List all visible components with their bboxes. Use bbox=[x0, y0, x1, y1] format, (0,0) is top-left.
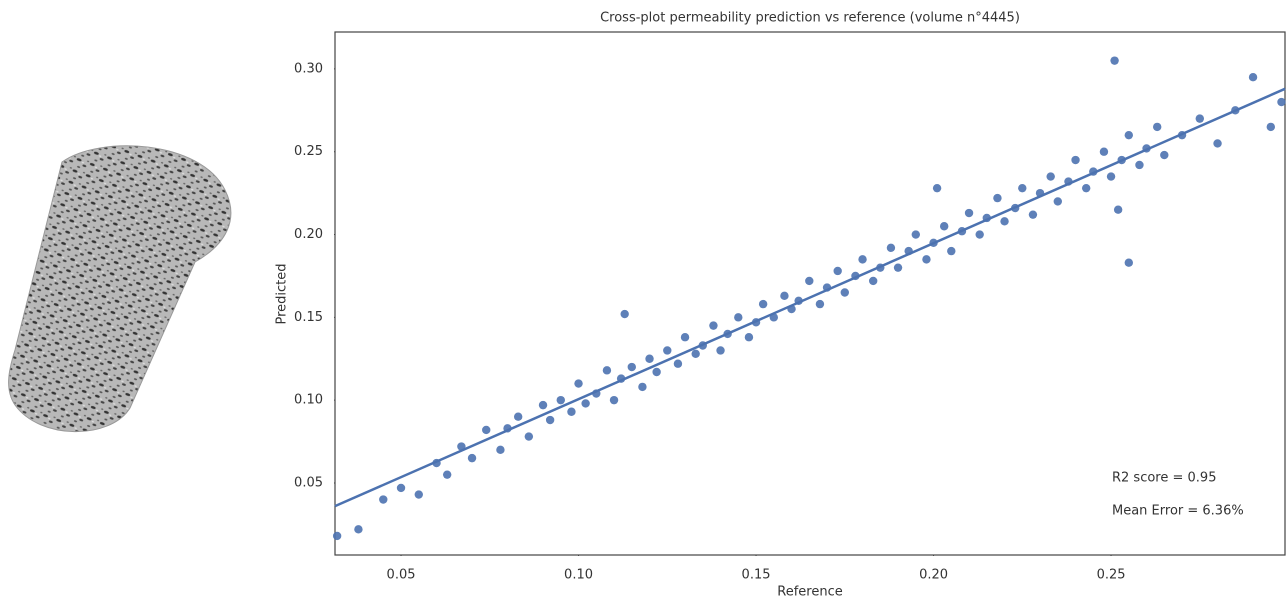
data-point bbox=[858, 255, 867, 264]
data-point bbox=[868, 276, 878, 286]
annotation: R2 score = 0.95 bbox=[1112, 471, 1216, 486]
data-point bbox=[545, 415, 555, 425]
data-point bbox=[886, 243, 896, 252]
data-point bbox=[911, 230, 920, 239]
data-point bbox=[1113, 205, 1123, 214]
data-point bbox=[1018, 183, 1027, 193]
data-point bbox=[379, 495, 388, 504]
data-point bbox=[1213, 139, 1222, 148]
data-point bbox=[964, 208, 974, 218]
data-point bbox=[627, 362, 636, 372]
data-point bbox=[1106, 172, 1116, 181]
data-point bbox=[567, 407, 576, 416]
data-point bbox=[602, 366, 612, 375]
data-point bbox=[620, 309, 629, 319]
data-point bbox=[1000, 217, 1009, 226]
chart-title: Cross-plot permeability prediction vs re… bbox=[600, 11, 1020, 26]
data-point bbox=[939, 222, 949, 231]
data-point bbox=[840, 288, 849, 297]
data-point bbox=[893, 263, 903, 272]
data-point bbox=[482, 425, 491, 435]
data-point bbox=[993, 193, 1002, 203]
plot-frame bbox=[334, 31, 1286, 556]
y-tick-label: 0.05 bbox=[294, 475, 323, 490]
data-point bbox=[1110, 56, 1119, 65]
y-axis-label: Predicted bbox=[275, 263, 290, 324]
y-tick-label: 0.20 bbox=[294, 227, 323, 242]
data-point bbox=[332, 531, 342, 541]
data-point bbox=[524, 432, 534, 441]
y-tick-label: 0.10 bbox=[294, 393, 323, 408]
y-tick-label: 0.30 bbox=[294, 61, 323, 76]
data-point bbox=[691, 349, 700, 358]
y-tick-label: 0.15 bbox=[294, 310, 323, 325]
data-point bbox=[1053, 197, 1062, 206]
data-point bbox=[1152, 122, 1162, 132]
data-point bbox=[975, 230, 984, 239]
data-point bbox=[716, 346, 725, 355]
y-tick-label: 0.25 bbox=[294, 144, 323, 159]
data-point bbox=[538, 400, 548, 410]
data-point bbox=[574, 379, 583, 388]
data-point bbox=[1266, 122, 1275, 132]
x-axis-label: Reference bbox=[777, 585, 842, 600]
data-point bbox=[663, 346, 672, 355]
data-point bbox=[442, 470, 452, 479]
x-tick-label: 0.05 bbox=[387, 568, 416, 583]
data-point bbox=[1046, 172, 1055, 181]
data-point bbox=[581, 399, 590, 408]
data-point bbox=[815, 299, 825, 309]
data-point bbox=[414, 490, 423, 499]
data-point bbox=[1081, 183, 1091, 193]
x-tick-label: 0.20 bbox=[919, 568, 948, 583]
data-point bbox=[645, 354, 654, 363]
data-point bbox=[396, 483, 406, 493]
data-point bbox=[680, 333, 690, 342]
data-point bbox=[638, 382, 647, 392]
data-point bbox=[947, 246, 956, 256]
data-point bbox=[1071, 155, 1080, 165]
data-point bbox=[1195, 114, 1204, 123]
x-tick-label: 0.25 bbox=[1097, 568, 1126, 583]
data-point bbox=[1028, 210, 1038, 219]
data-point bbox=[780, 291, 789, 301]
data-point bbox=[513, 412, 523, 421]
data-point bbox=[1099, 147, 1109, 156]
data-point bbox=[744, 333, 754, 342]
data-point bbox=[556, 395, 565, 405]
fit-line bbox=[334, 87, 1286, 508]
annotation: Mean Error = 6.36% bbox=[1112, 504, 1244, 519]
data-point bbox=[1124, 130, 1133, 140]
data-point bbox=[609, 395, 619, 405]
x-tick-label: 0.15 bbox=[742, 568, 771, 583]
sample-volume bbox=[8, 145, 232, 433]
data-point bbox=[833, 266, 842, 276]
data-point bbox=[1135, 160, 1144, 170]
data-point bbox=[1160, 150, 1169, 160]
data-point bbox=[805, 276, 814, 286]
data-point bbox=[734, 313, 743, 322]
data-point bbox=[1248, 73, 1258, 82]
x-tick-label: 0.10 bbox=[564, 568, 593, 583]
data-point bbox=[932, 183, 942, 193]
data-point bbox=[758, 299, 768, 309]
data-point bbox=[673, 359, 683, 368]
data-point bbox=[709, 321, 718, 330]
data-point bbox=[467, 453, 477, 463]
data-point bbox=[496, 445, 505, 455]
data-point bbox=[1277, 97, 1286, 107]
data-point bbox=[652, 367, 661, 377]
data-point bbox=[1124, 258, 1133, 267]
data-point bbox=[354, 525, 363, 534]
data-point bbox=[922, 255, 931, 264]
